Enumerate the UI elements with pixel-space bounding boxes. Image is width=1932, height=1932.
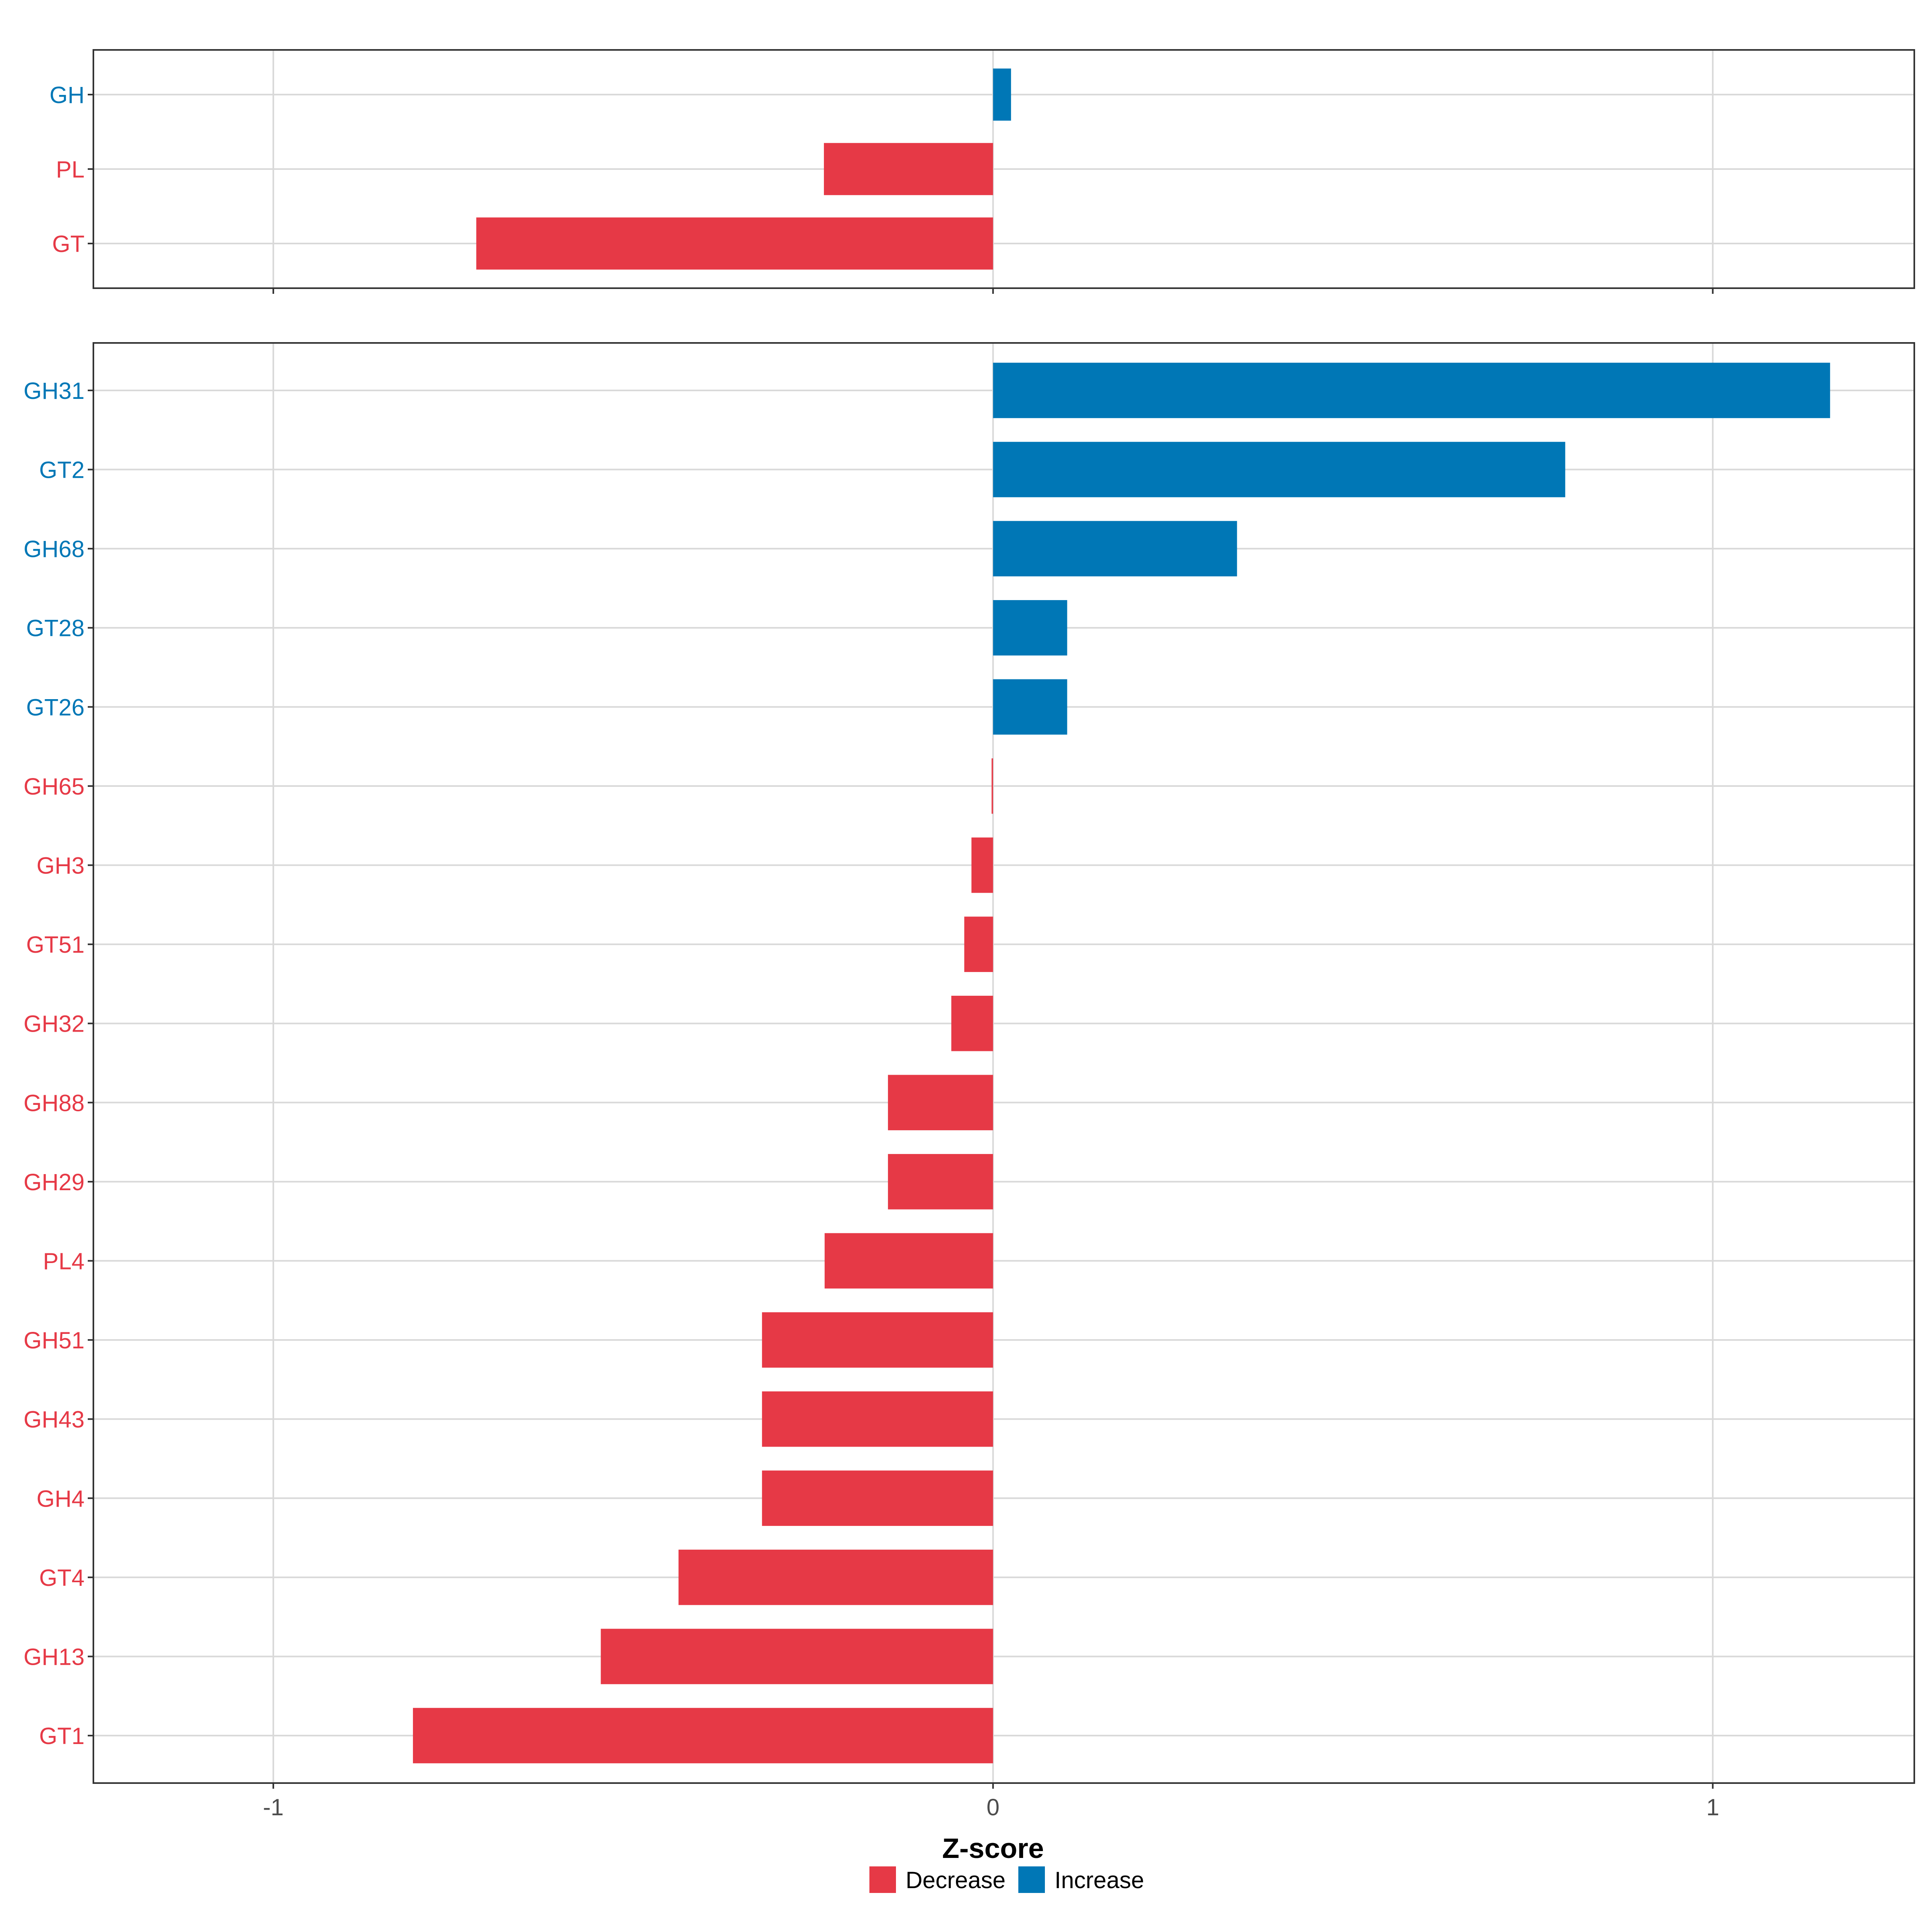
category-label-gh31: GH31: [23, 378, 85, 404]
category-label-pl4: PL4: [43, 1248, 85, 1274]
category-label-gh4: GH4: [37, 1486, 85, 1512]
bar-gt1: [413, 1708, 993, 1763]
category-label-gh: GH: [50, 82, 85, 108]
bar-gh65: [991, 758, 993, 814]
category-label-gt26: GT26: [26, 694, 85, 720]
x-tick-label: 0: [987, 1794, 999, 1821]
bar-gh32: [951, 995, 993, 1051]
bar-gt26: [993, 679, 1067, 735]
bar-gt: [476, 217, 993, 270]
bar-gh43: [762, 1391, 993, 1447]
panel-border: [93, 49, 1915, 289]
bar-gh88: [888, 1075, 993, 1131]
bar-gh13: [601, 1629, 993, 1684]
legend-label-decrease: Decrease: [906, 1867, 1005, 1893]
x-axis-title: Z-score: [942, 1833, 1044, 1864]
panel-class: GH PL GT: [50, 49, 1915, 294]
bar-gt28: [993, 600, 1067, 656]
category-label-gt1: GT1: [39, 1723, 85, 1749]
category-label-gh65: GH65: [23, 774, 85, 800]
category-label-gt2: GT2: [39, 457, 85, 483]
bar-gt2: [993, 442, 1565, 497]
bar-gh3: [971, 837, 993, 893]
bar-gt4: [678, 1550, 993, 1605]
category-label-gt28: GT28: [26, 615, 85, 642]
bar-gh: [993, 68, 1011, 121]
category-label-gh3: GH3: [37, 853, 85, 879]
category-label-gt51: GT51: [26, 932, 85, 958]
category-label-gt: GT: [52, 231, 85, 257]
panel-family: GH31 GT2 GH68 GT28 GT26 GH65 GH3 GT51 GH32 GH88 GH…: [23, 342, 1915, 1789]
x-tick-label: -1: [263, 1794, 284, 1821]
legend-label-increase: Increase: [1055, 1867, 1144, 1893]
x-tick-label: 1: [1706, 1794, 1719, 1821]
panel-background: [93, 343, 1914, 1783]
category-label-gh51: GH51: [23, 1327, 85, 1354]
bar-pl: [824, 143, 993, 195]
bar-gh29: [888, 1154, 993, 1210]
bar-gh51: [762, 1312, 993, 1368]
category-label-gh29: GH29: [23, 1169, 85, 1195]
x-axis: -1 0 1: [263, 1794, 1719, 1821]
category-label-gh88: GH88: [23, 1090, 85, 1116]
bar-gh31: [993, 363, 1830, 418]
category-label-gt4: GT4: [39, 1565, 85, 1591]
panel-border: [93, 342, 1915, 1784]
legend-swatch-decrease: [869, 1866, 896, 1893]
bar-gt51: [964, 916, 993, 972]
category-label-gh43: GH43: [23, 1407, 85, 1433]
category-label-gh13: GH13: [23, 1644, 85, 1670]
category-label-gh68: GH68: [23, 536, 85, 562]
legend: Decrease Increase: [869, 1866, 1144, 1893]
category-label-pl: PL: [56, 157, 85, 183]
bar-pl4: [824, 1233, 993, 1289]
legend-swatch-increase: [1018, 1866, 1045, 1893]
category-label-gh32: GH32: [23, 1011, 85, 1037]
bar-gh68: [993, 521, 1237, 576]
bar-gh4: [762, 1470, 993, 1526]
